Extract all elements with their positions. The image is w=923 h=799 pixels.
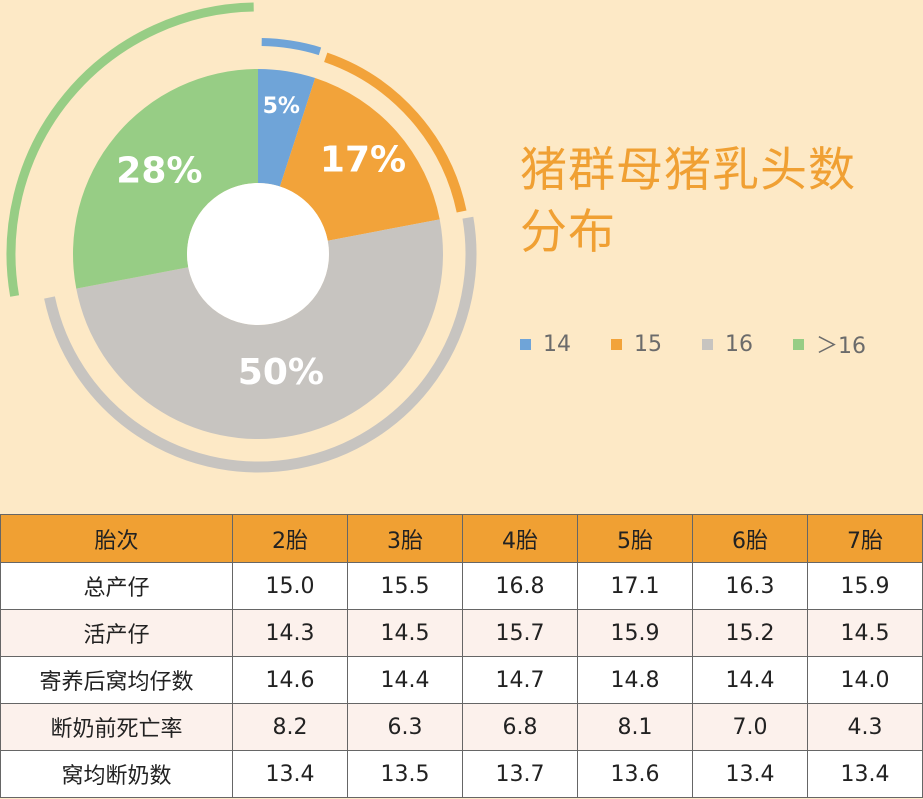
donut-chart: 5% 17% 50% 28%: [6, 2, 477, 473]
table-cell: 15.9: [807, 562, 923, 610]
slice-16: [76, 219, 443, 439]
table-cell: 14.7: [462, 656, 578, 704]
table-cell: 13.6: [577, 750, 693, 798]
table-cell: 14.4: [692, 656, 808, 704]
header-parity-3: 3胎: [347, 514, 463, 563]
header-parity-5: 5胎: [577, 514, 693, 563]
legend-label-16: 16: [725, 331, 753, 357]
table-cell: 16.3: [692, 562, 808, 610]
legend-swatch-16: [702, 338, 713, 350]
table-cell: 7.0: [692, 703, 808, 751]
ring-15: [324, 52, 467, 213]
legend-swatch-15: [611, 338, 622, 350]
row-label: 寄养后窝均仔数: [0, 656, 233, 704]
table-cell: 13.4: [232, 750, 348, 798]
table-cell: 14.4: [347, 656, 463, 704]
header-parity-4: 4胎: [462, 514, 578, 563]
table-cell: 15.2: [692, 609, 808, 657]
table-cell: 17.1: [577, 562, 693, 610]
legend-label-15: 15: [634, 331, 662, 357]
table-row: 总产仔 15.0 15.5 16.8 17.1 16.3 15.9: [0, 562, 923, 610]
table-row: 断奶前死亡率 8.2 6.3 6.8 8.1 7.0 4.3: [0, 703, 923, 751]
table-cell: 15.7: [462, 609, 578, 657]
table-cell: 15.0: [232, 562, 348, 610]
row-label: 窝均断奶数: [0, 750, 233, 798]
table-row: 活产仔 14.3 14.5 15.7 15.9 15.2 14.5: [0, 609, 923, 657]
legend-item-16: 16: [702, 332, 753, 357]
row-label: 断奶前死亡率: [0, 703, 233, 751]
slice-label-14: 5%: [263, 94, 300, 119]
legend-swatch-gt16: [793, 338, 804, 350]
table-cell: 14.6: [232, 656, 348, 704]
donut-hole: [187, 183, 329, 325]
row-label: 活产仔: [0, 609, 233, 657]
table-cell: 4.3: [807, 703, 923, 751]
slice-label-gt16: 28%: [116, 150, 202, 191]
slice-15: [279, 78, 440, 241]
table-cell: 15.5: [347, 562, 463, 610]
table-cell: 8.1: [577, 703, 693, 751]
table-cell: 16.8: [462, 562, 578, 610]
litter-data-table: 胎次 2胎 3胎 4胎 5胎 6胎 7胎 总产仔 15.0 15.5 16.8 …: [0, 514, 923, 798]
chart-legend: 14 15 16 ＞16: [520, 328, 906, 360]
table-cell: 6.8: [462, 703, 578, 751]
table-cell: 6.3: [347, 703, 463, 751]
table-cell: 14.5: [807, 609, 923, 657]
table-cell: 14.5: [347, 609, 463, 657]
table-row: 窝均断奶数 13.4 13.5 13.7 13.6 13.4 13.4: [0, 750, 923, 798]
table-cell: 13.4: [692, 750, 808, 798]
slice-14: [258, 69, 316, 187]
ring-14: [261, 38, 322, 56]
ring-gt16: [6, 2, 254, 297]
slice-gt16: [72, 69, 258, 289]
table-cell: 14.0: [807, 656, 923, 704]
header-parity-7: 7胎: [807, 514, 923, 563]
header-parity: 胎次: [0, 514, 233, 563]
chart-title: 猪群母猪乳头数分布: [520, 143, 856, 260]
table-row: 寄养后窝均仔数 14.6 14.4 14.7 14.8 14.4 14.0: [0, 656, 923, 704]
legend-label-14: 14: [543, 331, 571, 357]
header-parity-2: 2胎: [232, 514, 348, 563]
table-cell: 14.8: [577, 656, 693, 704]
slice-label-15: 17%: [320, 139, 406, 180]
legend-swatch-14: [520, 338, 531, 350]
table-cell: 15.9: [577, 609, 693, 657]
table-cell: 8.2: [232, 703, 348, 751]
header-parity-6: 6胎: [692, 514, 808, 563]
table-header-row: 胎次 2胎 3胎 4胎 5胎 6胎 7胎: [0, 514, 923, 563]
ring-16: [44, 216, 477, 473]
legend-label-gt16: ＞16: [816, 334, 866, 359]
table-cell: 13.5: [347, 750, 463, 798]
table-cell: 14.3: [232, 609, 348, 657]
table-cell: 13.7: [462, 750, 578, 798]
slice-label-16: 50%: [238, 352, 324, 393]
legend-item-15: 15: [611, 332, 662, 357]
legend-item-gt16: ＞16: [793, 328, 866, 360]
table-cell: 13.4: [807, 750, 923, 798]
row-label: 总产仔: [0, 562, 233, 610]
legend-item-14: 14: [520, 332, 571, 357]
